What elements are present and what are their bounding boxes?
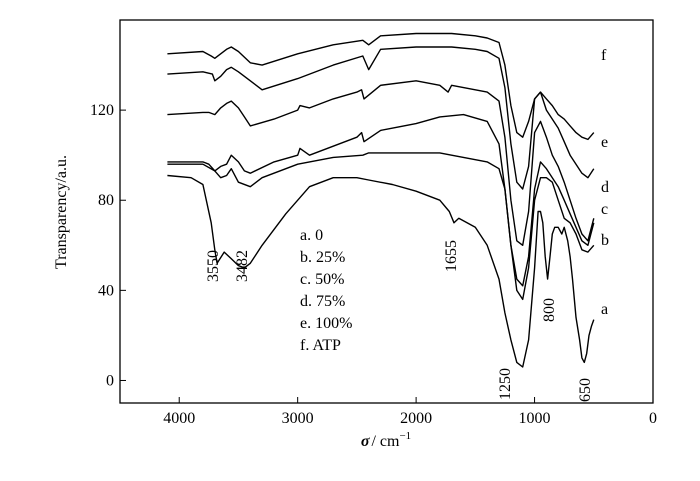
series-line-a <box>167 174 595 368</box>
y-tick-label: 0 <box>106 372 114 389</box>
x-tick-label: 3000 <box>282 410 314 427</box>
x-tick-label: 4000 <box>163 410 195 427</box>
y-tick-label: 120 <box>90 102 114 119</box>
x-tick-label: 0 <box>649 410 657 427</box>
y-axis: 0 40 80 120 <box>90 102 126 389</box>
peak-label-1250: 1250 <box>497 368 514 400</box>
legend-entry-e: e. 100% <box>300 315 352 332</box>
x-axis-unit: / cm <box>371 433 400 450</box>
y-tick-label: 40 <box>98 282 114 299</box>
peak-label-1655: 1655 <box>443 240 460 272</box>
series-label-a: a <box>601 301 608 318</box>
series-label-f: f <box>601 47 607 64</box>
series-line-b <box>167 152 595 301</box>
peak-label-650: 650 <box>577 378 594 402</box>
series-label-c: c <box>601 201 608 218</box>
y-axis-title: Transparency/a.u. <box>53 155 70 269</box>
peak-label-3482: 3482 <box>234 250 251 282</box>
plot-frame <box>119 19 654 404</box>
x-axis-symbol: σ <box>361 433 370 450</box>
legend-entry-a: a. 0 <box>300 227 323 244</box>
series-label-e: e <box>601 134 608 151</box>
peak-labels: 3550 3482 1655 1250 800 650 <box>205 240 594 402</box>
x-tick-label: 1000 <box>519 410 551 427</box>
series-line-d <box>167 80 595 246</box>
legend-entry-f: f. ATP <box>300 337 341 354</box>
series-line-f <box>167 32 595 141</box>
series-line-e <box>167 46 595 190</box>
series-labels: a b c d e f <box>601 47 609 318</box>
peak-label-800: 800 <box>541 298 558 322</box>
plot-border <box>119 19 654 404</box>
x-axis: 4000 3000 2000 1000 0 <box>163 397 657 427</box>
series-layer <box>167 32 595 368</box>
y-tick-label: 80 <box>98 192 114 209</box>
peak-label-3550: 3550 <box>205 250 222 282</box>
series-line-c <box>167 113 595 287</box>
legend-entry-c: c. 50% <box>300 271 344 288</box>
x-axis-title: σ / cm−1 <box>361 430 411 450</box>
legend-entry-b: b. 25% <box>300 249 345 266</box>
series-label-d: d <box>601 179 609 196</box>
legend-entry-d: d. 75% <box>300 293 345 310</box>
legend: a. 0 b. 25% c. 50% d. 75% e. 100% f. ATP <box>300 227 352 354</box>
x-tick-label: 2000 <box>400 410 432 427</box>
x-axis-unit-exponent: −1 <box>399 430 411 442</box>
series-label-b: b <box>601 232 609 249</box>
